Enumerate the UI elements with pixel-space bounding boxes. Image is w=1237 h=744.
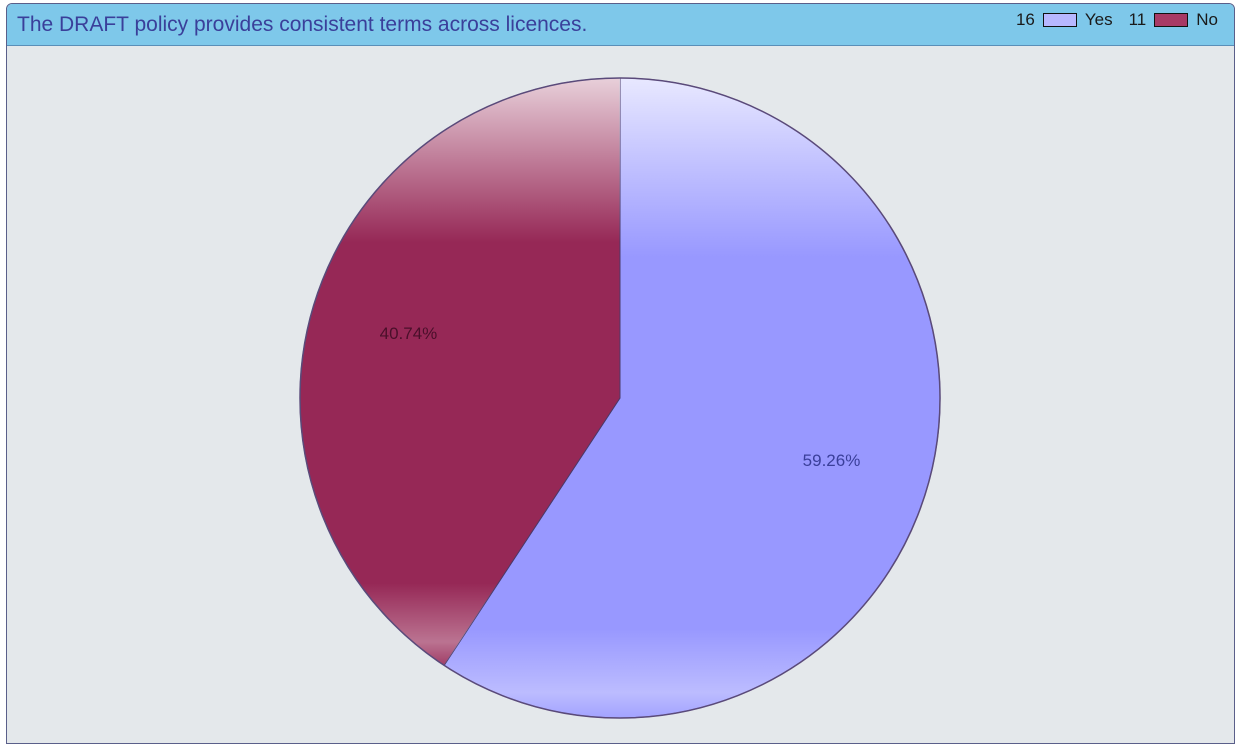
- chart-frame: The DRAFT policy provides consistent ter…: [6, 3, 1235, 744]
- slice-label-yes: 59.26%: [803, 451, 861, 470]
- legend-count-yes: 16: [1015, 10, 1035, 29]
- legend-swatch-no: [1154, 13, 1189, 27]
- pie-slice-gloss-no: [300, 78, 620, 666]
- chart-title: The DRAFT policy provides consistent ter…: [17, 13, 588, 36]
- legend-swatch-yes: [1042, 13, 1077, 27]
- pie-outline: [299, 77, 941, 719]
- plot-area: 59.26% 40.74%: [7, 46, 1234, 743]
- legend-item-yes[interactable]: 16 Yes: [1016, 10, 1113, 30]
- slice-label-no: 40.74%: [380, 324, 438, 343]
- legend-label-yes: Yes: [1084, 10, 1113, 29]
- legend-label-no: No: [1196, 10, 1218, 29]
- pie-slice-gloss-yes: [444, 78, 940, 718]
- legend-count-no: 11: [1128, 10, 1147, 29]
- legend: 16 Yes 11 No: [1000, 10, 1218, 30]
- legend-item-no[interactable]: 11 No: [1129, 10, 1218, 30]
- pie-chart: 59.26% 40.74%: [299, 77, 941, 719]
- title-bar: The DRAFT policy provides consistent ter…: [7, 4, 1234, 46]
